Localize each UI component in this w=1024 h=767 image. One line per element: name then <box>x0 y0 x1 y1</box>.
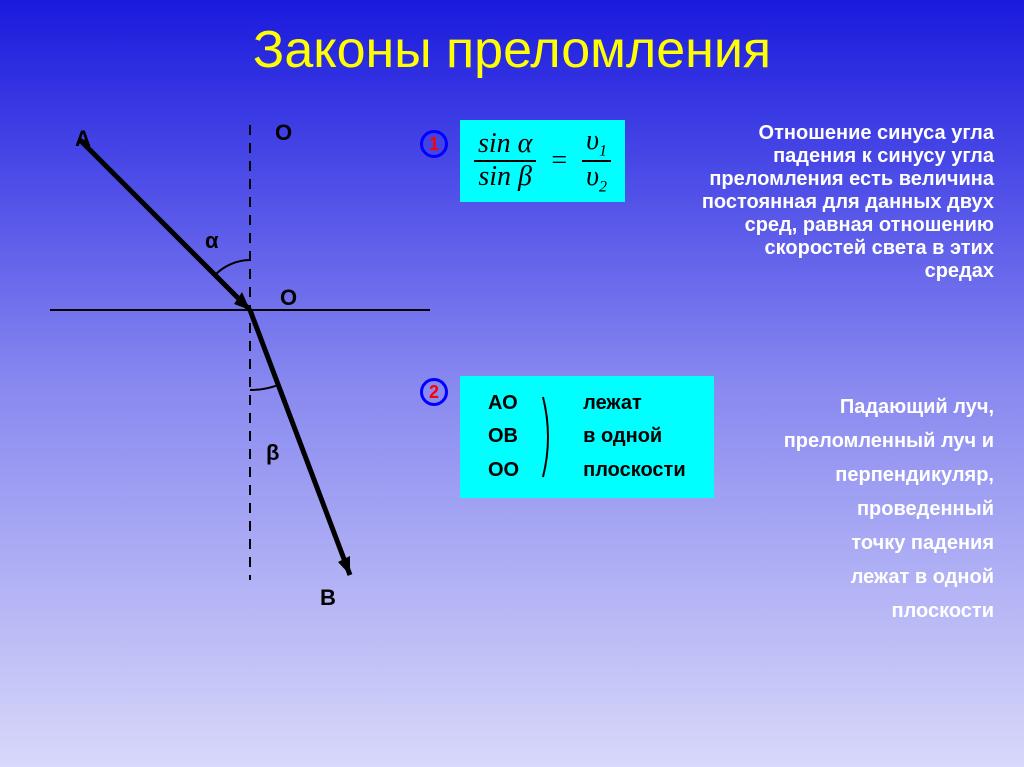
label-O-top: O <box>275 120 292 146</box>
marker-1: 1 <box>420 130 448 158</box>
plane-r2b: в одной <box>573 421 696 452</box>
desc-1: Отношение синуса угла падения к синусу у… <box>694 122 994 283</box>
refraction-diagram: A O O α β B <box>50 120 450 620</box>
plane-r2a: ОВ <box>478 421 529 452</box>
plane-r1b: лежат <box>573 388 696 419</box>
formula-den2: υ <box>586 161 599 192</box>
formula-num2: υ <box>586 125 599 156</box>
label-O-mid: O <box>280 285 297 311</box>
plane-r3a: ОО <box>478 455 529 486</box>
formula-box: sin α sin β = υ1 υ2 <box>460 120 625 202</box>
plane-box: АО лежат ОВ в одной ОО плоскости <box>460 376 714 498</box>
plane-r3b: плоскости <box>573 455 696 486</box>
page-title: Законы преломления <box>0 0 1024 80</box>
label-B: B <box>320 585 336 611</box>
label-beta: β <box>266 440 279 466</box>
desc-2: Падающий луч, преломленный луч и перпенд… <box>694 390 994 628</box>
formula-num1: sin α <box>478 128 532 159</box>
marker-2: 2 <box>420 378 448 406</box>
plane-r1a: АО <box>478 388 529 419</box>
label-alpha: α <box>205 228 219 254</box>
formula-den1: sin β <box>478 161 532 192</box>
label-A: A <box>75 126 91 152</box>
